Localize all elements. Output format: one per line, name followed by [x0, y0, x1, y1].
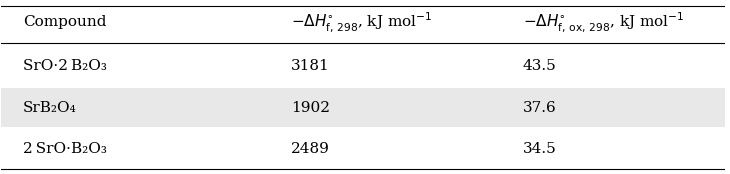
Text: 3181: 3181 — [291, 60, 330, 73]
Text: 34.5: 34.5 — [523, 142, 556, 156]
Text: $-\Delta H^{\circ}_{\mathrm{f,\,ox},\,298}$, kJ mol$^{-1}$: $-\Delta H^{\circ}_{\mathrm{f,\,ox},\,29… — [523, 10, 684, 34]
Text: Compound: Compound — [23, 15, 107, 29]
Bar — [1, 88, 726, 127]
Text: 2 SrO·B₂O₃: 2 SrO·B₂O₃ — [23, 142, 107, 156]
Text: SrB₂O₄: SrB₂O₄ — [23, 101, 77, 114]
Text: $-\Delta H^{\circ}_{\mathrm{f},\,298}$, kJ mol$^{-1}$: $-\Delta H^{\circ}_{\mathrm{f},\,298}$, … — [291, 10, 433, 34]
Text: SrO·2 B₂O₃: SrO·2 B₂O₃ — [23, 60, 107, 73]
Text: 1902: 1902 — [291, 101, 330, 114]
Text: 37.6: 37.6 — [523, 101, 556, 114]
Text: 43.5: 43.5 — [523, 60, 556, 73]
Text: 2489: 2489 — [291, 142, 330, 156]
